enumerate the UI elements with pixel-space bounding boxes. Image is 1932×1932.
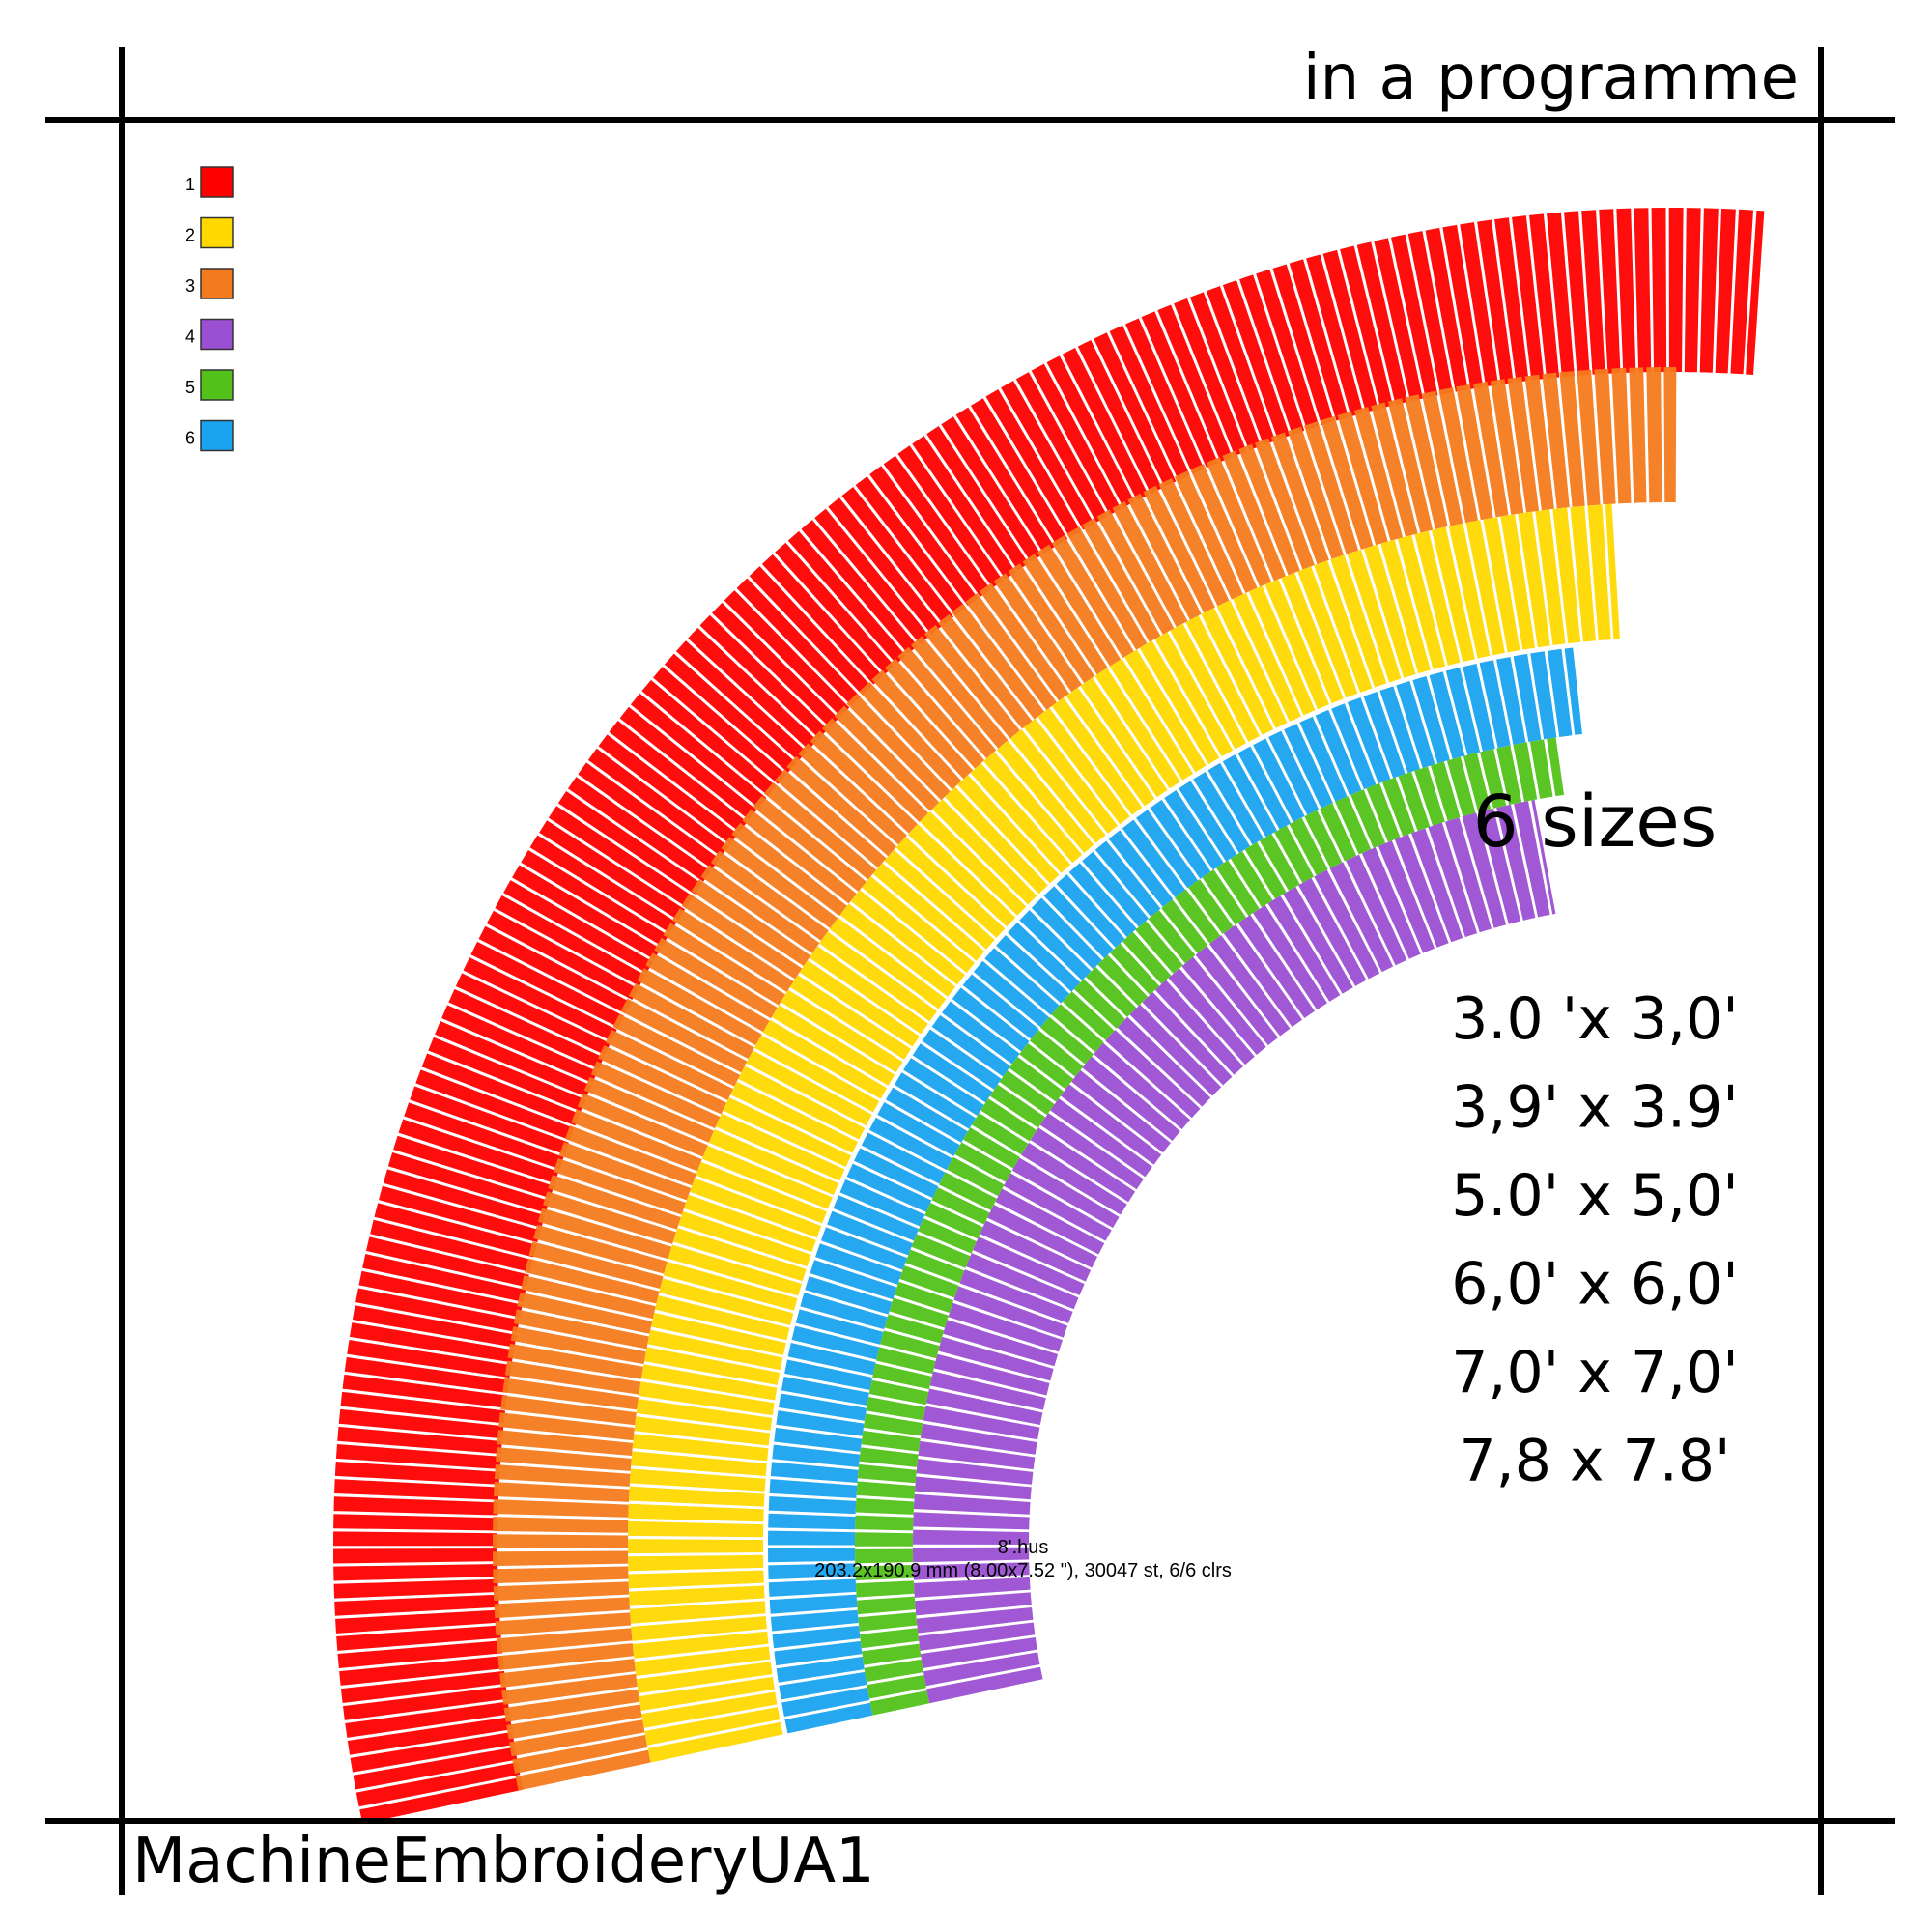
- size-item: 5.0' x 5,0': [1451, 1162, 1738, 1230]
- size-item: 3.0 'x 3,0': [1451, 985, 1738, 1053]
- file-info: 203.2x190.9 mm (8.00x7.52 "), 30047 st, …: [814, 1560, 1232, 1581]
- thread-band: [493, 367, 1677, 1791]
- legend-swatch: [200, 318, 234, 351]
- legend-swatch: [200, 369, 234, 401]
- legend-swatch: [200, 419, 234, 452]
- thread-band: [628, 503, 1620, 1763]
- brand: MachineEmbroideryUA1: [132, 1826, 875, 1897]
- file-name: 8'.hus: [998, 1537, 1049, 1558]
- legend-number: 1: [185, 175, 195, 194]
- legend-number: 5: [185, 378, 195, 397]
- header-title: in a programme: [1303, 43, 1799, 114]
- thread-band: [855, 737, 1565, 1716]
- legend: 1 2 3 4 5 6: [185, 166, 234, 452]
- size-item: 7,0' x 7,0': [1451, 1339, 1738, 1406]
- legend-number: 6: [185, 429, 195, 448]
- size-item: 7,8 x 7.8': [1460, 1428, 1731, 1495]
- thread-band: [333, 208, 1765, 1824]
- legend-swatch: [200, 216, 234, 249]
- thread-band: [913, 799, 1556, 1704]
- legend-number: 3: [185, 276, 195, 296]
- rainbow-design: [333, 208, 1765, 1824]
- legend-swatch: [200, 166, 234, 198]
- legend-number: 4: [185, 327, 195, 347]
- legend-swatch: [200, 268, 234, 299]
- size-item: 3,9' x 3.9': [1451, 1074, 1738, 1142]
- thread-band: [768, 647, 1583, 1734]
- size-item: 6,0' x 6,0': [1451, 1251, 1738, 1319]
- legend-number: 2: [185, 226, 195, 245]
- sizes-title: 6 sizes: [1473, 781, 1718, 864]
- sizes-list: 3.0 'x 3,0' 3,9' x 3.9' 5.0' x 5,0' 6,0' x …: [1451, 985, 1738, 1495]
